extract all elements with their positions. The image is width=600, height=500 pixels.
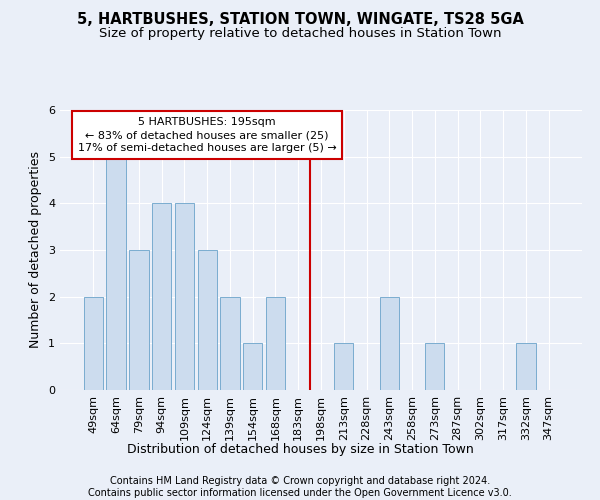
Text: Contains public sector information licensed under the Open Government Licence v3: Contains public sector information licen… xyxy=(88,488,512,498)
Text: Contains HM Land Registry data © Crown copyright and database right 2024.: Contains HM Land Registry data © Crown c… xyxy=(110,476,490,486)
Bar xyxy=(334,344,353,390)
Bar xyxy=(175,204,194,390)
Bar xyxy=(152,204,172,390)
Bar xyxy=(129,250,149,390)
Bar xyxy=(84,296,103,390)
Bar xyxy=(425,344,445,390)
Text: 5 HARTBUSHES: 195sqm
← 83% of detached houses are smaller (25)
17% of semi-detac: 5 HARTBUSHES: 195sqm ← 83% of detached h… xyxy=(78,117,337,154)
Bar xyxy=(266,296,285,390)
Text: Distribution of detached houses by size in Station Town: Distribution of detached houses by size … xyxy=(127,442,473,456)
Bar xyxy=(197,250,217,390)
Bar xyxy=(220,296,239,390)
Y-axis label: Number of detached properties: Number of detached properties xyxy=(29,152,43,348)
Text: Size of property relative to detached houses in Station Town: Size of property relative to detached ho… xyxy=(99,28,501,40)
Bar xyxy=(106,156,126,390)
Bar xyxy=(243,344,262,390)
Bar xyxy=(516,344,536,390)
Text: 5, HARTBUSHES, STATION TOWN, WINGATE, TS28 5GA: 5, HARTBUSHES, STATION TOWN, WINGATE, TS… xyxy=(77,12,523,28)
Bar xyxy=(380,296,399,390)
